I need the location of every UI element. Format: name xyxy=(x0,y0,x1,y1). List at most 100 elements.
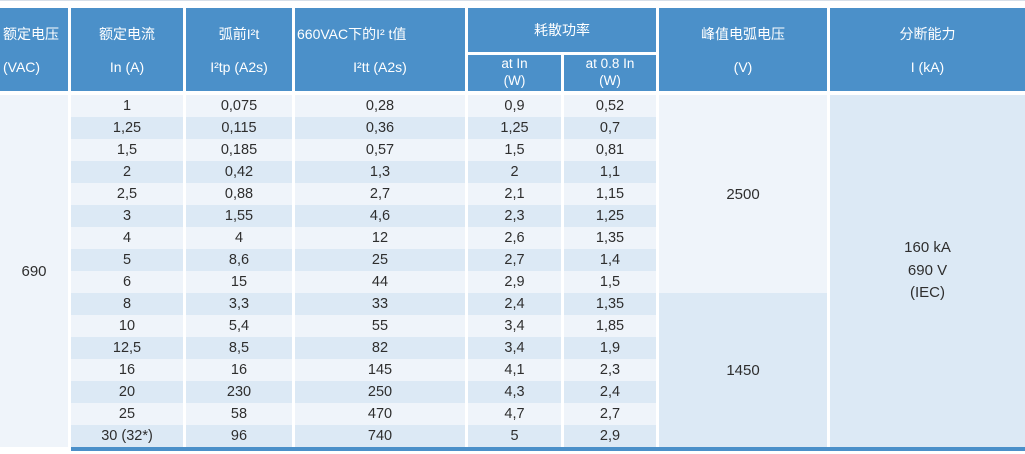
table-cell: 2,9 xyxy=(564,425,656,447)
header-power-at-in-line2: (W) xyxy=(503,73,526,88)
table-cell: 0,52 xyxy=(564,95,656,117)
cell-breaking-capacity-line2: 690 V xyxy=(907,261,948,279)
table-cell: 145 xyxy=(295,359,465,381)
header-breaking-capacity-line2: I (kA) xyxy=(910,59,945,76)
header-prearc-i2t-line1: 弧前I²t xyxy=(218,25,260,42)
table-cell: 1,25 xyxy=(468,117,561,139)
cell-breaking-capacity-line3: (IEC) xyxy=(910,284,945,302)
table-cell: 2,3 xyxy=(468,205,561,227)
table-cell: 3 xyxy=(71,205,183,227)
table-cell: 6 xyxy=(71,271,183,293)
header-rated-voltage-line1: 额定电压 xyxy=(3,25,59,42)
table-cell: 0,57 xyxy=(295,139,465,161)
table-cell: 1,35 xyxy=(564,293,656,315)
table-cell: 2,4 xyxy=(468,293,561,315)
header-breaking-capacity: 分断能力 I (kA) xyxy=(830,8,1025,95)
table-cell: 4,1 xyxy=(468,359,561,381)
table-cell: 25 xyxy=(71,403,183,425)
table-cell: 1,9 xyxy=(564,337,656,359)
header-breaking-capacity-line1: 分断能力 xyxy=(899,25,956,42)
table-cell: 1,35 xyxy=(564,227,656,249)
table-cell: 12,5 xyxy=(71,337,183,359)
table-cell: 1,5 xyxy=(468,139,561,161)
table-cell: 3,3 xyxy=(186,293,292,315)
table-cell: 1,15 xyxy=(564,183,656,205)
table-cell: 5,4 xyxy=(186,315,292,337)
header-i2t-660vac-line2: I²tt (A2s) xyxy=(353,59,407,76)
table-cell: 4,7 xyxy=(468,403,561,425)
table-cell: 0,28 xyxy=(295,95,465,117)
table-cell: 1,3 xyxy=(295,161,465,183)
header-rated-current-line1: 额定电流 xyxy=(99,25,155,42)
table-cell: 2,7 xyxy=(295,183,465,205)
table-cell: 230 xyxy=(186,381,292,403)
table-bottom-border xyxy=(71,447,1025,451)
header-rated-voltage: 额定电压 (VAC) xyxy=(0,8,68,95)
table-cell: 1,55 xyxy=(186,205,292,227)
header-peak-arc-voltage-line1: 峰值电弧电压 xyxy=(701,25,785,42)
table-cell: 20 xyxy=(71,381,183,403)
table-cell: 2,4 xyxy=(564,381,656,403)
table-cell: 30 (32*) xyxy=(71,425,183,447)
table-cell: 4,6 xyxy=(295,205,465,227)
table-cell: 0,115 xyxy=(186,117,292,139)
table-cell: 1,5 xyxy=(564,271,656,293)
table-cell: 0,88 xyxy=(186,183,292,205)
table-cell: 1,25 xyxy=(564,205,656,227)
header-power-at-0-8-in-line2: (W) xyxy=(599,73,621,88)
table-cell: 470 xyxy=(295,403,465,425)
table-cell: 0,9 xyxy=(468,95,561,117)
table-cell: 10 xyxy=(71,315,183,337)
table-cell: 0,7 xyxy=(564,117,656,139)
header-i2t-660vac: 660VAC下的I² t值 I²tt (A2s) xyxy=(295,8,465,95)
table-cell: 96 xyxy=(186,425,292,447)
table-cell: 1,85 xyxy=(564,315,656,337)
header-rated-current-line2: In (A) xyxy=(109,59,145,76)
header-prearc-i2t-line2: I²tp (A2s) xyxy=(210,59,268,76)
table-cell: 2,7 xyxy=(468,249,561,271)
cell-peak-arc-voltage-1450: 1450 xyxy=(659,293,827,447)
header-power-at-0-8-in-line1: at 0.8 In xyxy=(585,56,635,72)
header-peak-arc-voltage-line2: (V) xyxy=(733,59,753,76)
table-cell: 8,5 xyxy=(186,337,292,359)
table-cell: 2,5 xyxy=(71,183,183,205)
table-cell: 2 xyxy=(71,161,183,183)
table-cell: 1 xyxy=(71,95,183,117)
table-cell: 3,4 xyxy=(468,337,561,359)
cell-breaking-capacity: 160 kA 690 V (IEC) xyxy=(830,95,1025,447)
table-cell: 2,3 xyxy=(564,359,656,381)
table-cell: 16 xyxy=(186,359,292,381)
table-cell: 16 xyxy=(71,359,183,381)
fuse-spec-table: 额定电压 (VAC) 额定电流 In (A) 弧前I²t I²tp (A2s) … xyxy=(0,8,1025,447)
table-cell: 0,185 xyxy=(186,139,292,161)
header-power-at-in: at In (W) xyxy=(468,55,561,95)
table-cell: 25 xyxy=(295,249,465,271)
table-cell: 33 xyxy=(295,293,465,315)
table-cell: 12 xyxy=(295,227,465,249)
table-cell: 4 xyxy=(186,227,292,249)
table-top-border xyxy=(0,0,1025,1)
header-power-at-in-line1: at In xyxy=(501,56,528,72)
table-cell: 3,4 xyxy=(468,315,561,337)
table-cell: 1,1 xyxy=(564,161,656,183)
header-rated-voltage-line2: (VAC) xyxy=(3,59,41,76)
table-cell: 8 xyxy=(71,293,183,315)
cell-breaking-capacity-line1: 160 kA xyxy=(904,239,951,257)
table-cell: 0,075 xyxy=(186,95,292,117)
table-cell: 0,42 xyxy=(186,161,292,183)
header-rated-current: 额定电流 In (A) xyxy=(71,8,183,95)
table-cell: 2,7 xyxy=(564,403,656,425)
header-i2t-660vac-line1: 660VAC下的I² t值 xyxy=(297,25,407,42)
table-cell: 1,4 xyxy=(564,249,656,271)
table-cell: 740 xyxy=(295,425,465,447)
table-cell: 1,5 xyxy=(71,139,183,161)
cell-peak-arc-voltage-2500: 2500 xyxy=(659,95,827,293)
header-power-dissipation-label: 耗散功率 xyxy=(534,22,590,38)
table-cell: 250 xyxy=(295,381,465,403)
header-power-at-0-8-in: at 0.8 In (W) xyxy=(564,55,656,95)
table-cell: 2,9 xyxy=(468,271,561,293)
table-cell: 55 xyxy=(295,315,465,337)
table-cell: 0,81 xyxy=(564,139,656,161)
table-cell: 0,36 xyxy=(295,117,465,139)
